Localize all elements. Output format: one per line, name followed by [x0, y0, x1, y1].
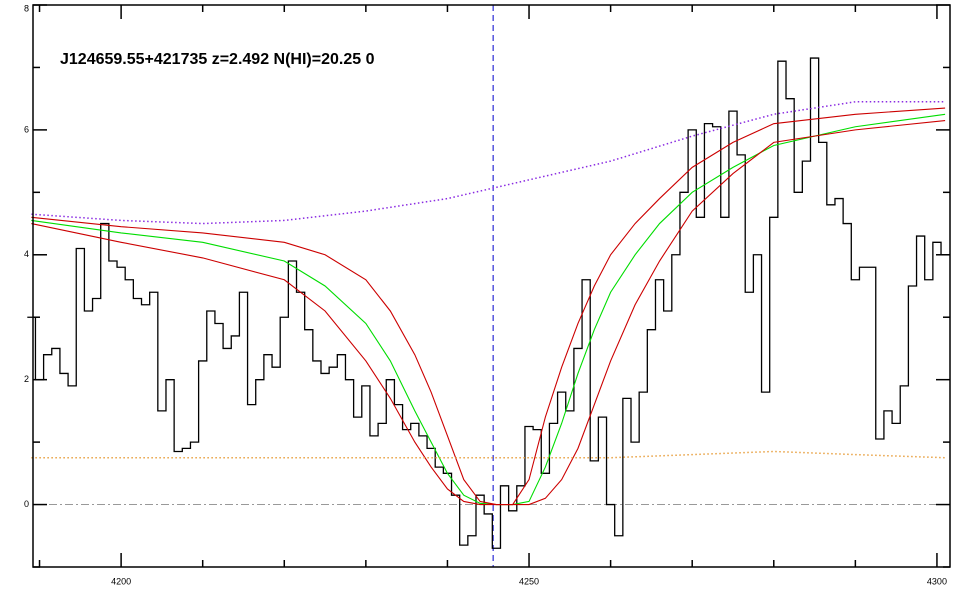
model-line	[31, 119, 946, 506]
x-tick-label: 4200	[111, 576, 131, 586]
plot-area	[27, 5, 950, 567]
y-tick-label: 6	[24, 124, 29, 134]
data-histogram	[27, 57, 950, 549]
model-line	[31, 450, 946, 459]
frame	[32, 4, 951, 568]
x-tick-label: 4250	[519, 576, 539, 586]
model-line	[31, 101, 946, 225]
y-tick-label: 0	[24, 499, 29, 509]
chart-title: J124659.55+421735 z=2.492 N(HI)=20.25 0	[60, 51, 375, 68]
y-tick-label: 8	[24, 3, 29, 13]
x-tick-label: 4300	[927, 576, 947, 586]
y-tick-label: 4	[24, 249, 29, 259]
y-tick-label: 2	[24, 374, 29, 384]
